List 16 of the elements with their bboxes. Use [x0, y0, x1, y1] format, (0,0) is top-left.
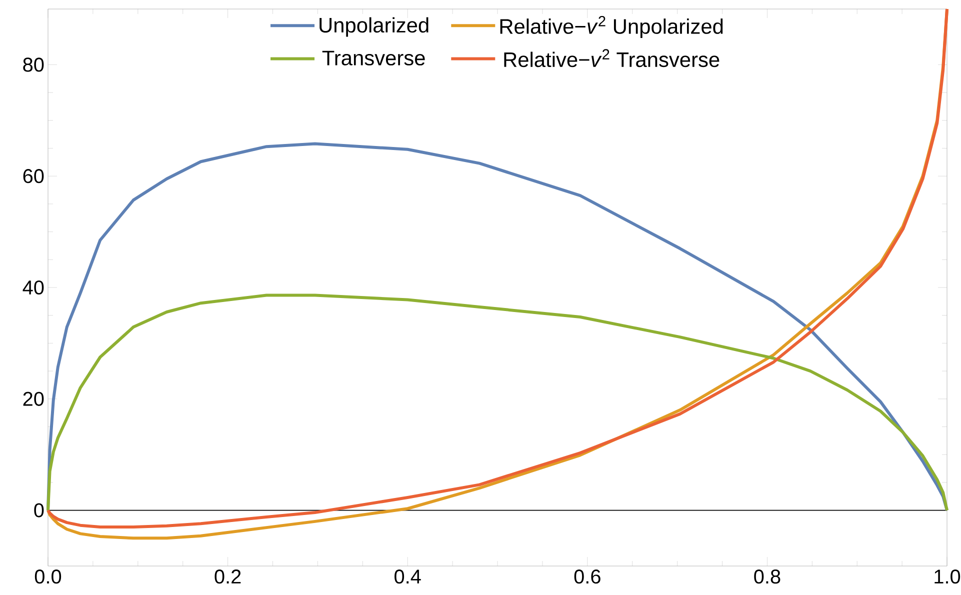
legend-label: Relative−v$^{2}$ Transverse — [504, 49, 720, 68]
y-tick-label: 20 — [23, 392, 44, 406]
x-tick-label: 0.0 — [34, 570, 62, 584]
x-tick-label: 0.8 — [754, 570, 780, 584]
y-tick-label: 80 — [23, 58, 44, 72]
legend-label: Unpolarized — [320, 17, 428, 37]
x-tick-label: 0.2 — [214, 570, 241, 584]
line-series — [46, 294, 949, 512]
legend-label: Relative−v$^{2}$ Unpolarized — [500, 16, 723, 38]
x-tick-label: 0.6 — [574, 570, 600, 584]
x-tick-label: 1.0 — [934, 570, 960, 584]
y-tick-label: 60 — [23, 169, 44, 184]
legend-label: Transverse — [322, 50, 425, 66]
y-tick-label: 0 — [34, 503, 44, 518]
y-tick-label: 40 — [22, 280, 44, 295]
x-tick-label: 0.4 — [394, 570, 421, 584]
